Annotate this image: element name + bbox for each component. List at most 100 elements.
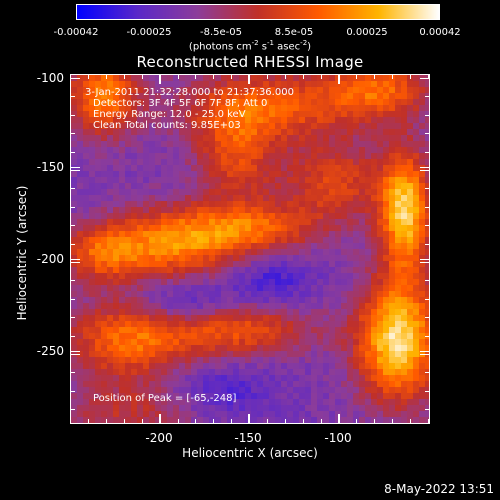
image-pixel xyxy=(377,291,383,297)
image-pixel xyxy=(149,177,155,183)
image-pixel xyxy=(413,261,419,267)
image-pixel xyxy=(311,207,317,213)
image-pixel xyxy=(353,261,359,267)
image-pixel xyxy=(215,321,221,327)
image-pixel xyxy=(107,231,113,237)
image-pixel xyxy=(227,363,233,369)
image-pixel xyxy=(287,273,293,279)
image-pixel xyxy=(221,303,227,309)
image-pixel xyxy=(143,297,149,303)
image-pixel xyxy=(185,207,191,213)
image-pixel xyxy=(281,141,287,147)
image-pixel xyxy=(305,357,311,363)
image-pixel xyxy=(137,111,143,117)
image-pixel xyxy=(359,345,365,351)
tick-mark xyxy=(303,74,304,79)
image-pixel xyxy=(251,219,257,225)
image-pixel xyxy=(203,387,209,393)
image-pixel xyxy=(419,309,425,315)
image-pixel xyxy=(293,231,299,237)
image-pixel xyxy=(353,405,359,411)
image-pixel xyxy=(263,279,269,285)
tick-mark xyxy=(425,391,430,392)
image-pixel xyxy=(101,375,107,381)
image-pixel xyxy=(251,279,257,285)
image-pixel xyxy=(299,159,305,165)
image-pixel xyxy=(77,207,83,213)
image-pixel xyxy=(317,243,323,249)
image-pixel xyxy=(353,369,359,375)
image-pixel xyxy=(305,399,311,405)
image-pixel xyxy=(71,393,77,399)
image-pixel xyxy=(119,81,125,87)
image-pixel xyxy=(395,399,401,405)
image-pixel xyxy=(389,393,395,399)
image-pixel xyxy=(71,147,77,153)
image-pixel xyxy=(251,327,257,333)
image-pixel xyxy=(95,117,101,123)
image-pixel xyxy=(371,81,377,87)
image-pixel xyxy=(347,129,353,135)
image-pixel xyxy=(143,231,149,237)
image-pixel xyxy=(359,153,365,159)
image-pixel xyxy=(107,267,113,273)
image-pixel xyxy=(365,345,371,351)
image-pixel xyxy=(191,279,197,285)
image-pixel xyxy=(299,177,305,183)
image-pixel xyxy=(131,327,137,333)
image-pixel xyxy=(197,129,203,135)
image-pixel xyxy=(233,327,239,333)
image-pixel xyxy=(413,201,419,207)
image-pixel xyxy=(239,345,245,351)
image-pixel xyxy=(197,393,203,399)
image-pixel xyxy=(251,189,257,195)
image-pixel xyxy=(293,285,299,291)
image-pixel xyxy=(395,231,401,237)
image-pixel xyxy=(251,177,257,183)
image-pixel xyxy=(299,87,305,93)
image-pixel xyxy=(293,315,299,321)
image-pixel xyxy=(401,363,407,369)
image-pixel xyxy=(359,405,365,411)
image-pixel xyxy=(377,303,383,309)
image-pixel xyxy=(407,129,413,135)
image-pixel xyxy=(293,279,299,285)
image-pixel xyxy=(143,249,149,255)
image-pixel xyxy=(77,111,83,117)
image-pixel xyxy=(377,159,383,165)
image-pixel xyxy=(149,165,155,171)
image-pixel xyxy=(197,417,203,423)
image-pixel xyxy=(125,399,131,405)
image-pixel xyxy=(425,261,429,267)
image-pixel xyxy=(281,165,287,171)
image-pixel xyxy=(329,339,335,345)
image-pixel xyxy=(77,339,83,345)
image-pixel xyxy=(209,99,215,105)
image-pixel xyxy=(413,399,419,405)
image-pixel xyxy=(107,303,113,309)
image-pixel xyxy=(131,405,137,411)
image-pixel xyxy=(95,183,101,189)
image-pixel xyxy=(89,297,95,303)
image-pixel xyxy=(191,261,197,267)
image-pixel xyxy=(179,297,185,303)
image-pixel xyxy=(347,417,353,423)
image-pixel xyxy=(359,201,365,207)
image-pixel xyxy=(317,405,323,411)
image-pixel xyxy=(311,225,317,231)
image-pixel xyxy=(311,363,317,369)
image-pixel xyxy=(125,315,131,321)
image-pixel xyxy=(329,75,335,81)
image-pixel xyxy=(173,297,179,303)
image-pixel xyxy=(233,249,239,255)
image-pixel xyxy=(389,237,395,243)
image-pixel xyxy=(95,393,101,399)
image-pixel xyxy=(299,339,305,345)
image-pixel xyxy=(251,99,257,105)
image-pixel xyxy=(149,201,155,207)
image-pixel xyxy=(311,111,317,117)
image-pixel xyxy=(317,261,323,267)
image-pixel xyxy=(137,339,143,345)
image-pixel xyxy=(383,351,389,357)
image-pixel xyxy=(419,345,425,351)
